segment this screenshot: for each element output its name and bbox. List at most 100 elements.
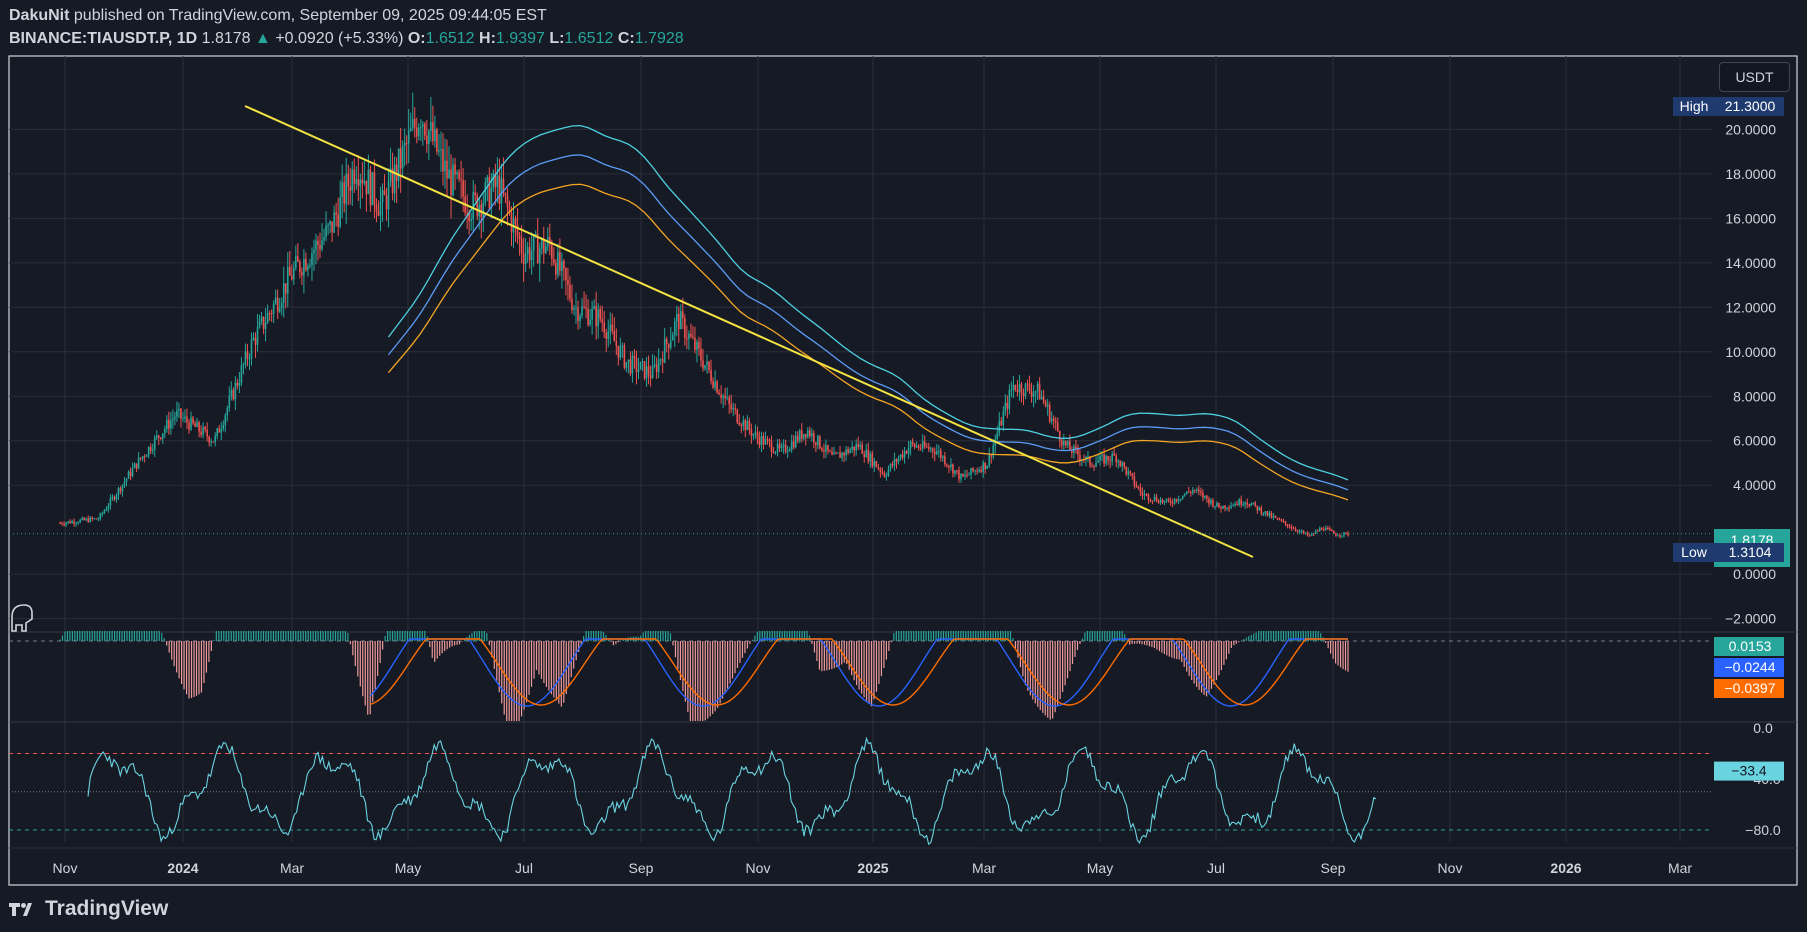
candle-body	[589, 319, 591, 325]
x-tick-label: May	[395, 860, 421, 876]
candle-body	[510, 212, 513, 233]
candle-body	[915, 446, 918, 448]
candle-body	[750, 429, 753, 436]
candle-body	[349, 186, 352, 191]
candle-body	[1222, 505, 1224, 509]
candle-body	[1329, 528, 1331, 531]
candle-body	[389, 168, 392, 182]
candle-body	[1226, 507, 1228, 509]
candle-body	[950, 464, 952, 468]
candle-body	[635, 358, 638, 373]
candle-body	[105, 509, 108, 511]
candle-body	[1248, 504, 1251, 506]
candle-body	[841, 452, 843, 458]
currency-button[interactable]: USDT	[1719, 62, 1790, 92]
candle-body	[494, 173, 497, 187]
candle-body	[968, 474, 970, 476]
candle-body	[230, 389, 233, 397]
candle-body	[851, 446, 853, 450]
candle-body	[907, 447, 910, 454]
candle-body	[89, 517, 92, 522]
candle-body	[486, 176, 489, 183]
candle-body	[331, 221, 333, 233]
candle-body	[1143, 494, 1146, 496]
candle-body	[1280, 519, 1283, 521]
candle-body	[1014, 384, 1017, 390]
candle-body	[1308, 535, 1311, 537]
candle-body	[442, 149, 444, 172]
candle-body	[917, 446, 920, 449]
ma-band-middle	[387, 154, 1349, 491]
candle-body	[680, 311, 682, 330]
candle-body	[1113, 453, 1115, 456]
candle-body	[232, 389, 235, 400]
candle-body	[1105, 456, 1107, 464]
candle-body	[290, 275, 293, 280]
close-value: 1.7928	[634, 30, 684, 47]
candle-body	[524, 254, 527, 264]
candle-body	[186, 416, 188, 423]
candle-body	[911, 441, 914, 444]
candle-body	[764, 438, 767, 445]
candle-body	[417, 127, 420, 137]
candle-body	[649, 375, 652, 378]
candle-body	[617, 345, 620, 358]
candle-body	[1278, 519, 1281, 521]
candle-body	[1163, 500, 1166, 503]
candle-body	[1232, 505, 1234, 507]
author-name[interactable]: DakuNit	[9, 7, 70, 24]
candle-body	[889, 464, 892, 470]
candle-body	[438, 150, 440, 152]
candle-body	[61, 523, 63, 525]
candle-body	[516, 224, 519, 236]
candle-body	[736, 409, 739, 423]
candle-body	[631, 355, 634, 374]
y-tick-label: 10.0000	[1725, 344, 1776, 360]
candle-body	[651, 365, 654, 378]
candle-body	[1238, 499, 1240, 506]
candle-body	[1129, 471, 1132, 474]
candle-body	[1264, 511, 1267, 514]
candle-body	[1058, 431, 1061, 441]
candle-body	[182, 418, 184, 420]
high-value: 21.3000	[1725, 98, 1776, 114]
candle-body	[420, 126, 422, 128]
candle-body	[897, 458, 900, 462]
candle-body	[1191, 490, 1194, 493]
last-price: 1.8178	[201, 30, 251, 47]
candle-body	[863, 453, 866, 458]
candle-body	[75, 523, 77, 525]
candle-body	[1060, 440, 1063, 446]
candle-body	[472, 192, 475, 220]
candle-body	[194, 423, 196, 427]
candle-body	[845, 449, 847, 456]
candle-body	[95, 518, 98, 520]
high-value-bg	[1716, 97, 1784, 116]
candle-body	[1167, 499, 1170, 502]
candle-body	[990, 454, 993, 457]
candle-body	[686, 338, 688, 340]
candle-body	[1218, 503, 1220, 508]
candle-body	[1046, 404, 1049, 407]
candle-body	[254, 337, 257, 345]
candle-body	[669, 340, 672, 348]
candle-body	[688, 333, 690, 339]
candle-body	[540, 238, 543, 249]
publisher-line: DakuNit published on TradingView.com, Se…	[9, 7, 547, 25]
candle-body	[411, 118, 414, 129]
candle-body	[1054, 421, 1057, 423]
candle-body	[758, 437, 761, 445]
candle-body	[1320, 528, 1323, 530]
y-tick-label: 8.0000	[1733, 388, 1776, 404]
candle-body	[168, 419, 170, 429]
candle-body	[871, 453, 874, 467]
chart-frame	[8, 55, 1798, 886]
candle-body	[1302, 530, 1305, 534]
candle-body	[571, 298, 573, 311]
candle-body	[1050, 418, 1053, 422]
candle-body	[462, 180, 464, 197]
candle-body	[506, 195, 509, 207]
candle-body	[387, 181, 390, 210]
candle-body	[436, 129, 438, 152]
